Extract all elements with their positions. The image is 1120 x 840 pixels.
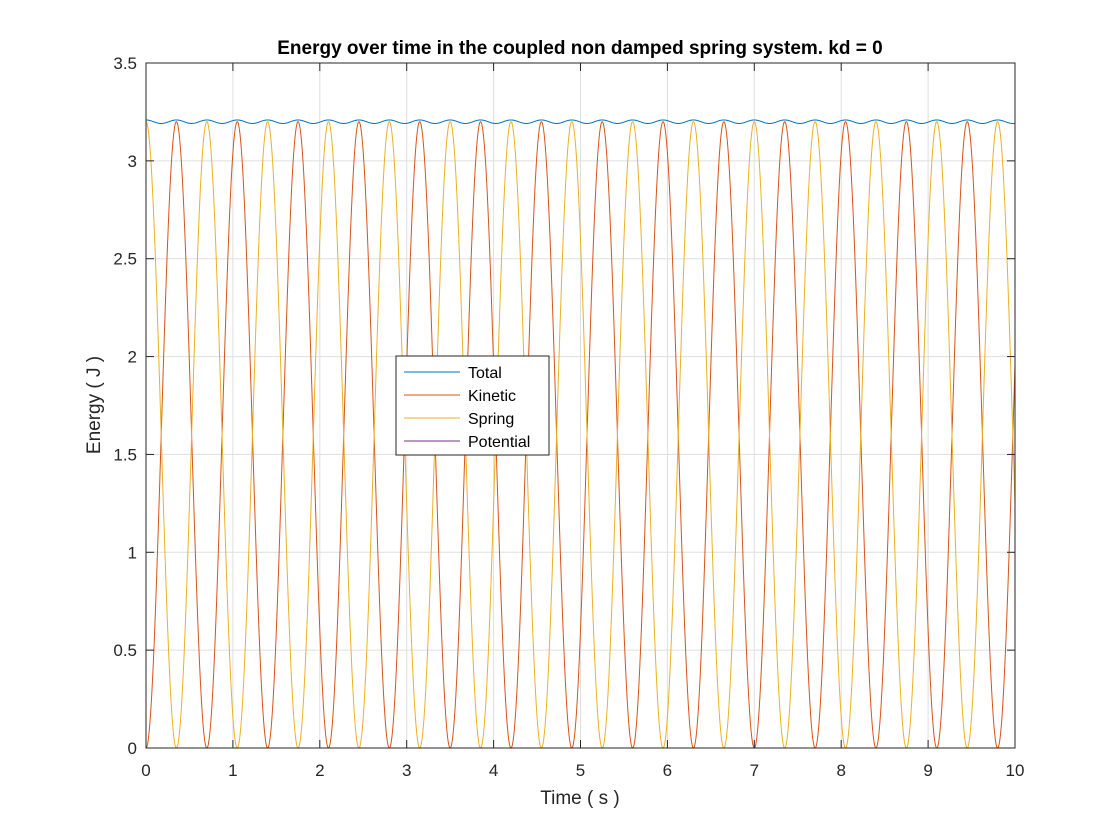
y-tick-labels: 0 0.5 1 1.5 2 2.5 3 3.5 bbox=[113, 54, 137, 758]
x-tick-label: 7 bbox=[750, 761, 759, 780]
series-line-spring bbox=[145, 121, 1016, 749]
x-tick-label: 9 bbox=[923, 761, 932, 780]
series-line-kinetic bbox=[145, 121, 1016, 749]
x-tick-label: 5 bbox=[576, 761, 585, 780]
axis-ticks bbox=[145, 62, 1016, 749]
y-tick-label: 2.5 bbox=[113, 250, 137, 269]
x-tick-label: 1 bbox=[228, 761, 237, 780]
x-axis-label: Time ( s ) bbox=[540, 788, 620, 809]
y-tick-label: 1 bbox=[128, 543, 137, 562]
y-tick-label: 3 bbox=[128, 152, 137, 171]
chart-title: Energy over time in the coupled non damp… bbox=[277, 38, 883, 59]
x-tick-label: 0 bbox=[141, 761, 150, 780]
grid-lines bbox=[146, 63, 1015, 748]
series-line-total bbox=[146, 119, 1016, 124]
y-tick-label: 0 bbox=[128, 739, 137, 758]
x-tick-label: 8 bbox=[836, 761, 845, 780]
legend-label-potential: Potential bbox=[468, 434, 530, 451]
legend: Total Kinetic Spring Potential bbox=[395, 355, 550, 456]
y-axis-label: Energy ( J ) bbox=[84, 356, 105, 454]
x-tick-label: 6 bbox=[663, 761, 672, 780]
legend-label-kinetic: Kinetic bbox=[468, 388, 516, 405]
legend-label-spring: Spring bbox=[468, 411, 514, 428]
y-tick-label: 0.5 bbox=[113, 641, 137, 660]
y-tick-label: 1.5 bbox=[113, 445, 137, 464]
x-tick-label: 2 bbox=[315, 761, 324, 780]
legend-label-total: Total bbox=[468, 365, 502, 382]
x-tick-label: 4 bbox=[489, 761, 498, 780]
y-tick-label: 3.5 bbox=[113, 54, 137, 73]
x-tick-label: 3 bbox=[402, 761, 411, 780]
y-tick-label: 2 bbox=[128, 348, 137, 367]
x-tick-labels: 0 1 2 3 4 5 6 7 8 9 10 bbox=[141, 761, 1024, 780]
x-tick-label: 10 bbox=[1006, 761, 1025, 780]
